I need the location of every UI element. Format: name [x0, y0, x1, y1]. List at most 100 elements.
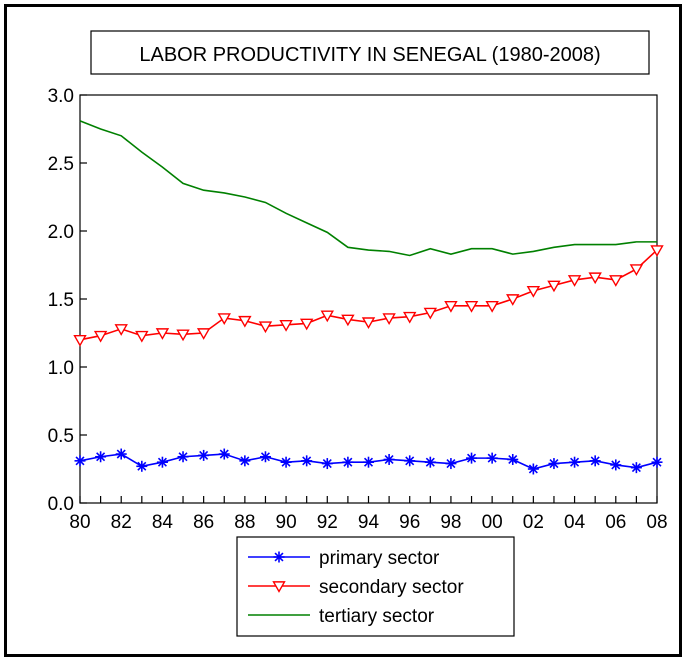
primary-point [259, 451, 271, 463]
primary-point [548, 458, 560, 470]
primary-point [156, 456, 168, 468]
secondary-point [135, 330, 149, 343]
legend-item-primary: primary sector [248, 548, 440, 569]
primary-point [321, 458, 333, 470]
secondary-point [547, 280, 561, 293]
y-tick-label: 2.5 [48, 154, 74, 175]
x-tick-label: 06 [605, 512, 626, 533]
primary-point [115, 448, 127, 460]
x-tick-label: 90 [276, 512, 297, 533]
y-tick-label: 0.0 [48, 494, 74, 515]
secondary-point [320, 310, 334, 323]
primary-point [177, 451, 189, 463]
x-tick-label: 94 [358, 512, 380, 533]
x-tick-label: 80 [69, 512, 90, 533]
secondary-point [361, 317, 376, 330]
chart-title: LABOR PRODUCTIVITY IN SENEGAL (1980-2008… [139, 44, 600, 66]
secondary-point [217, 313, 231, 325]
secondary-point [588, 272, 602, 285]
primary-point [630, 462, 642, 474]
secondary-point [650, 245, 664, 257]
secondary-point [629, 264, 644, 276]
legend-label: primary sector [319, 548, 440, 569]
plot-area [79, 94, 658, 504]
legend: primary sector secondary sector tertiary s… [248, 548, 464, 627]
y-tick-label: 0.5 [48, 426, 74, 447]
x-tick-label: 84 [152, 512, 174, 533]
x-tick-label: 04 [564, 512, 586, 533]
y-tick-label: 1.0 [48, 358, 74, 379]
secondary-point [279, 320, 293, 332]
secondary-point [258, 321, 273, 334]
primary-point [445, 458, 457, 470]
secondary-point [272, 581, 286, 593]
y-tick-label: 2.0 [48, 222, 74, 243]
legend-item-tertiary: tertiary sector [248, 606, 435, 627]
primary-series [74, 448, 663, 475]
primary-point [198, 449, 210, 461]
secondary-point [196, 328, 211, 340]
legend-item-secondary: secondary sector [248, 577, 464, 598]
primary-point [280, 456, 292, 468]
x-tick-label: 82 [111, 512, 132, 533]
primary-point [404, 455, 416, 467]
tertiary-series [79, 120, 657, 257]
primary-point [273, 551, 285, 563]
x-axis: 80 82 84 86 88 90 92 94 96 98 00 02 04 06 08 [69, 496, 668, 533]
primary-point [589, 455, 601, 467]
primary-point [486, 452, 498, 464]
secondary-point [299, 318, 314, 331]
secondary-point [382, 313, 396, 325]
x-tick-label: 98 [440, 512, 461, 533]
legend-label: tertiary sector [319, 606, 435, 627]
secondary-point [444, 300, 458, 313]
secondary-series [73, 245, 664, 347]
y-tick-label: 3.0 [48, 86, 74, 107]
primary-point [342, 456, 354, 468]
tertiary-line [79, 120, 657, 257]
secondary-point [485, 300, 499, 313]
secondary-point [238, 315, 252, 328]
secondary-point [176, 329, 190, 342]
primary-point [651, 456, 663, 468]
secondary-point [567, 275, 582, 287]
chart-frame: LABOR PRODUCTIVITY IN SENEGAL (1980-2008… [4, 4, 682, 657]
secondary-point [464, 300, 479, 313]
secondary-point [403, 311, 417, 324]
primary-point [74, 455, 86, 467]
x-tick-label: 88 [234, 512, 255, 533]
x-tick-label: 92 [317, 512, 338, 533]
y-tick-label: 1.5 [48, 290, 74, 311]
secondary-point [341, 314, 355, 327]
secondary-point [73, 334, 87, 347]
primary-point [527, 463, 539, 475]
primary-point [569, 456, 581, 468]
title-box [90, 30, 650, 75]
secondary-point [526, 286, 541, 298]
secondary-point [114, 324, 128, 336]
primary-point [507, 453, 519, 465]
secondary-point [93, 330, 108, 343]
primary-point [301, 455, 313, 467]
x-tick-label: 02 [523, 512, 544, 533]
series-layer [73, 120, 664, 475]
y-axis: 0.0 0.5 1.0 1.5 2.0 2.5 3.0 [48, 86, 87, 515]
secondary-point [506, 294, 520, 306]
legend-label: secondary sector [319, 577, 464, 598]
primary-point [383, 453, 395, 465]
primary-point [363, 456, 374, 468]
primary-point [239, 455, 251, 467]
x-tick-label: 08 [646, 512, 667, 533]
primary-point [218, 448, 230, 460]
primary-point [610, 459, 622, 471]
line-chart: LABOR PRODUCTIVITY IN SENEGAL (1980-2008… [48, 30, 668, 637]
primary-point [136, 460, 148, 472]
secondary-point [609, 275, 623, 287]
secondary-point [155, 328, 170, 340]
primary-point [95, 451, 107, 463]
primary-point [466, 452, 478, 464]
x-tick-label: 86 [193, 512, 214, 533]
x-tick-label: 96 [399, 512, 420, 533]
primary-point [424, 456, 436, 468]
secondary-point [423, 307, 438, 320]
